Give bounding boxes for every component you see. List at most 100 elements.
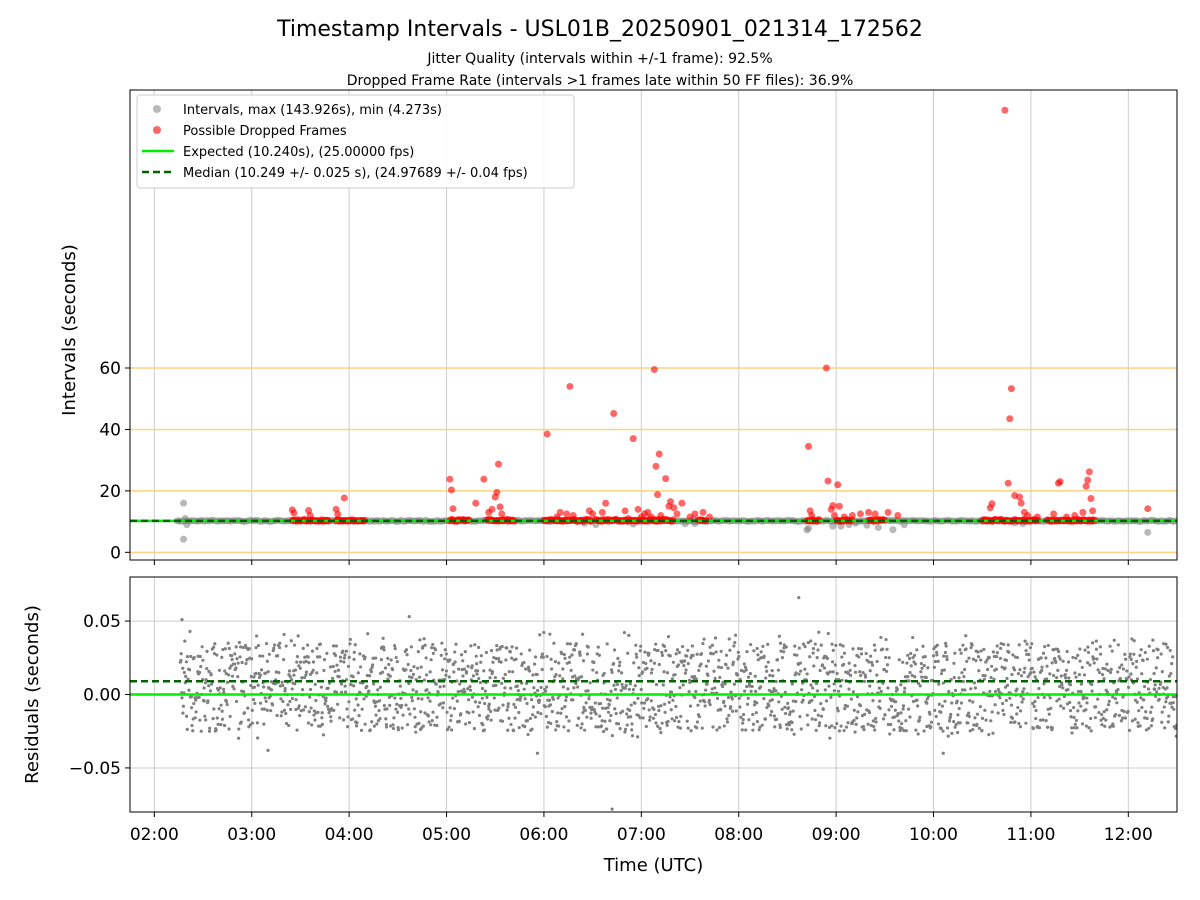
residual-point: [903, 686, 907, 690]
residual-point: [318, 642, 322, 646]
residual-point: [989, 675, 993, 680]
x-tick-label: 07:00: [617, 825, 666, 845]
residual-point: [874, 720, 878, 724]
residual-point: [638, 649, 642, 653]
residual-point: [589, 711, 593, 715]
residual-point: [813, 718, 818, 722]
dropped-frame-point: [1087, 495, 1095, 503]
residual-point: [346, 715, 350, 719]
residual-point: [963, 688, 967, 692]
residual-point: [830, 660, 835, 664]
residual-point: [464, 722, 468, 726]
residual-point: [1166, 695, 1170, 699]
residual-point: [912, 653, 917, 658]
residual-point: [1138, 724, 1142, 728]
residual-point: [853, 670, 858, 674]
residual-point: [1123, 652, 1127, 656]
residual-point: [399, 696, 403, 701]
residual-point: [727, 637, 731, 641]
residual-point: [390, 668, 395, 672]
legend-box: [136, 94, 575, 189]
residual-point: [351, 675, 355, 679]
residual-point: [852, 718, 856, 723]
residual-point: [335, 702, 340, 706]
residual-point: [1091, 641, 1095, 645]
residual-point: [325, 651, 329, 655]
residual-point: [643, 650, 647, 654]
residual-point: [418, 638, 422, 642]
residual-point: [744, 668, 748, 672]
residual-point: [677, 650, 681, 655]
residual-point: [438, 685, 442, 689]
residual-point: [306, 655, 310, 659]
residual-point: [800, 688, 804, 692]
residual-point: [514, 646, 519, 650]
residual-point: [203, 714, 207, 718]
residual-point: [579, 675, 584, 679]
residual-point: [838, 643, 842, 647]
residual-point: [456, 690, 460, 694]
residual-point: [315, 655, 320, 659]
residual-point: [996, 687, 1001, 692]
residual-point: [1118, 666, 1122, 670]
residual-point: [564, 715, 569, 719]
dropped-frame-point: [1084, 476, 1092, 484]
residual-point: [391, 723, 395, 727]
residual-point: [242, 690, 246, 694]
residual-point: [983, 674, 987, 678]
residual-point: [304, 659, 308, 663]
residual-point: [343, 653, 347, 657]
residual-point: [939, 672, 944, 676]
residual-point: [388, 703, 392, 707]
residual-point: [673, 719, 677, 723]
residual-point: [1009, 703, 1014, 707]
residual-point: [298, 660, 303, 664]
residual-point: [906, 675, 910, 679]
residual-point: [811, 651, 815, 655]
residual-point: [185, 727, 189, 732]
residual-point: [887, 656, 891, 660]
residual-point: [429, 658, 433, 662]
residual-point: [967, 711, 971, 715]
residual-point: [227, 646, 231, 651]
residual-point: [476, 705, 480, 709]
residual-point: [952, 719, 956, 724]
dropped-frame-point: [1056, 478, 1064, 486]
residual-point: [985, 658, 989, 662]
residual-point: [287, 669, 292, 673]
residual-point: [568, 655, 572, 659]
residual-point: [208, 726, 212, 730]
residual-point: [813, 642, 817, 646]
residual-point: [914, 728, 918, 732]
dropped-frame-point: [340, 494, 348, 502]
dropped-frame-point: [835, 502, 843, 510]
dropped-frame-point: [706, 513, 714, 521]
residual-point: [863, 712, 867, 717]
residual-point: [288, 674, 292, 679]
residual-point: [211, 716, 215, 721]
residual-point: [829, 695, 833, 699]
residual-point: [574, 681, 578, 686]
residual-point: [775, 717, 779, 721]
residual-point: [879, 635, 883, 640]
residual-point: [510, 656, 514, 660]
residual-point: [545, 725, 549, 729]
residual-point: [246, 718, 251, 722]
residual-point: [199, 664, 203, 669]
residual-point: [1057, 654, 1061, 659]
residual-point: [749, 642, 753, 647]
residual-point: [817, 724, 821, 728]
residual-point: [282, 708, 287, 712]
residual-point: [997, 690, 1001, 694]
residual-point: [258, 701, 263, 705]
residual-point: [298, 666, 302, 670]
residual-point: [628, 682, 632, 686]
residual-point: [379, 658, 383, 662]
residual-point: [495, 643, 499, 648]
residual-point: [1056, 668, 1060, 672]
residual-point: [1102, 677, 1106, 681]
residual-point: [674, 652, 678, 656]
residual-point: [444, 652, 448, 656]
residual-point: [910, 673, 914, 678]
